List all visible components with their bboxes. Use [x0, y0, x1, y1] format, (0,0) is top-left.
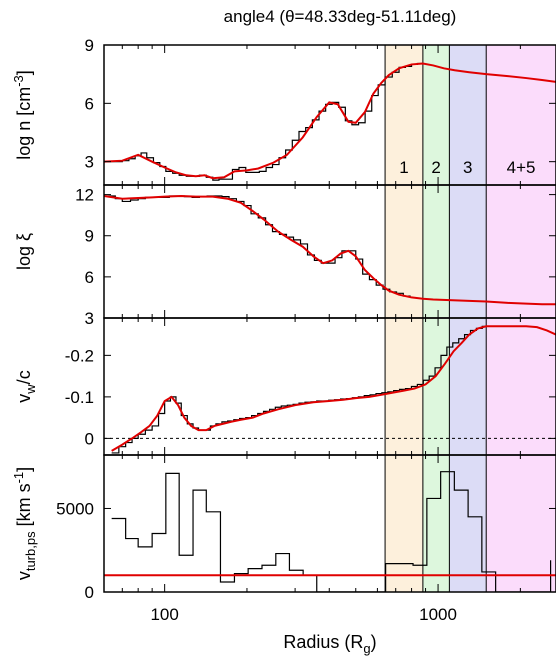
y-tick-label: 0 — [85, 583, 94, 602]
y-axis-label: vturb,ps [km s-1] — [11, 467, 38, 580]
panel-frame — [103, 454, 556, 593]
y-axis-label-end: ] — [14, 70, 34, 75]
y-tick-label: 3 — [85, 153, 94, 172]
x-axis-label: Radius (Rg) — [283, 632, 376, 656]
y-tick-label: 9 — [85, 227, 94, 246]
x-tick-label: 1000 — [419, 605, 457, 624]
y-tick-label: 5000 — [56, 499, 94, 518]
y-tick-label: 9 — [85, 36, 94, 55]
series-model — [111, 325, 556, 452]
y-tick-label: 3 — [85, 309, 94, 328]
region-label-4: 4+5 — [507, 158, 536, 177]
y-tick-label: 6 — [85, 94, 94, 113]
y-axis-label-sub: turb,ps — [23, 531, 38, 571]
x-axis-label-end: ) — [371, 632, 377, 652]
x-tick-label: 100 — [150, 605, 178, 624]
series-model — [104, 62, 556, 180]
region-label-3: 3 — [463, 158, 472, 177]
series-histogram — [104, 62, 423, 181]
y-tick-label: 12 — [75, 186, 94, 205]
y-axis-label-main: v — [14, 571, 34, 580]
y-axis-label-sup: -1 — [11, 472, 26, 484]
series-histogram — [104, 195, 411, 298]
y-tick-label: 6 — [85, 268, 94, 287]
region-label-2: 2 — [431, 158, 440, 177]
y-tick-label: -0.2 — [65, 346, 94, 365]
x-axis-label-sub: g — [363, 641, 370, 656]
panel-1: 3 6 9 log n [cm-3] 1 2 3 4+5 — [11, 36, 556, 186]
region-label-1: 1 — [399, 158, 408, 177]
y-axis-label-sub: w — [23, 384, 38, 395]
y-axis-label: log ξ — [14, 233, 34, 270]
y-tick-label: -0.1 — [65, 388, 94, 407]
panel-4: 0 5000 vturb,ps [km s-1] — [11, 454, 556, 602]
y-axis-label-main: v — [14, 394, 34, 403]
y-axis-label-main: log n [cm — [14, 87, 34, 160]
y-axis-label-mid: [km s — [14, 483, 34, 531]
series-model — [104, 194, 556, 306]
y-axis-label-end: ] — [14, 467, 34, 472]
y-axis-label-end: /c — [14, 370, 34, 384]
y-axis-label: log n [cm-3] — [11, 70, 34, 160]
x-axis-label-main: Radius (R — [283, 632, 363, 652]
y-axis-label: vw/c — [14, 370, 38, 402]
y-axis-label-sup: -3 — [11, 75, 26, 87]
chart-title: angle4 (θ=48.33deg-51.11deg) — [224, 7, 457, 26]
y-tick-label: 0 — [85, 429, 94, 448]
